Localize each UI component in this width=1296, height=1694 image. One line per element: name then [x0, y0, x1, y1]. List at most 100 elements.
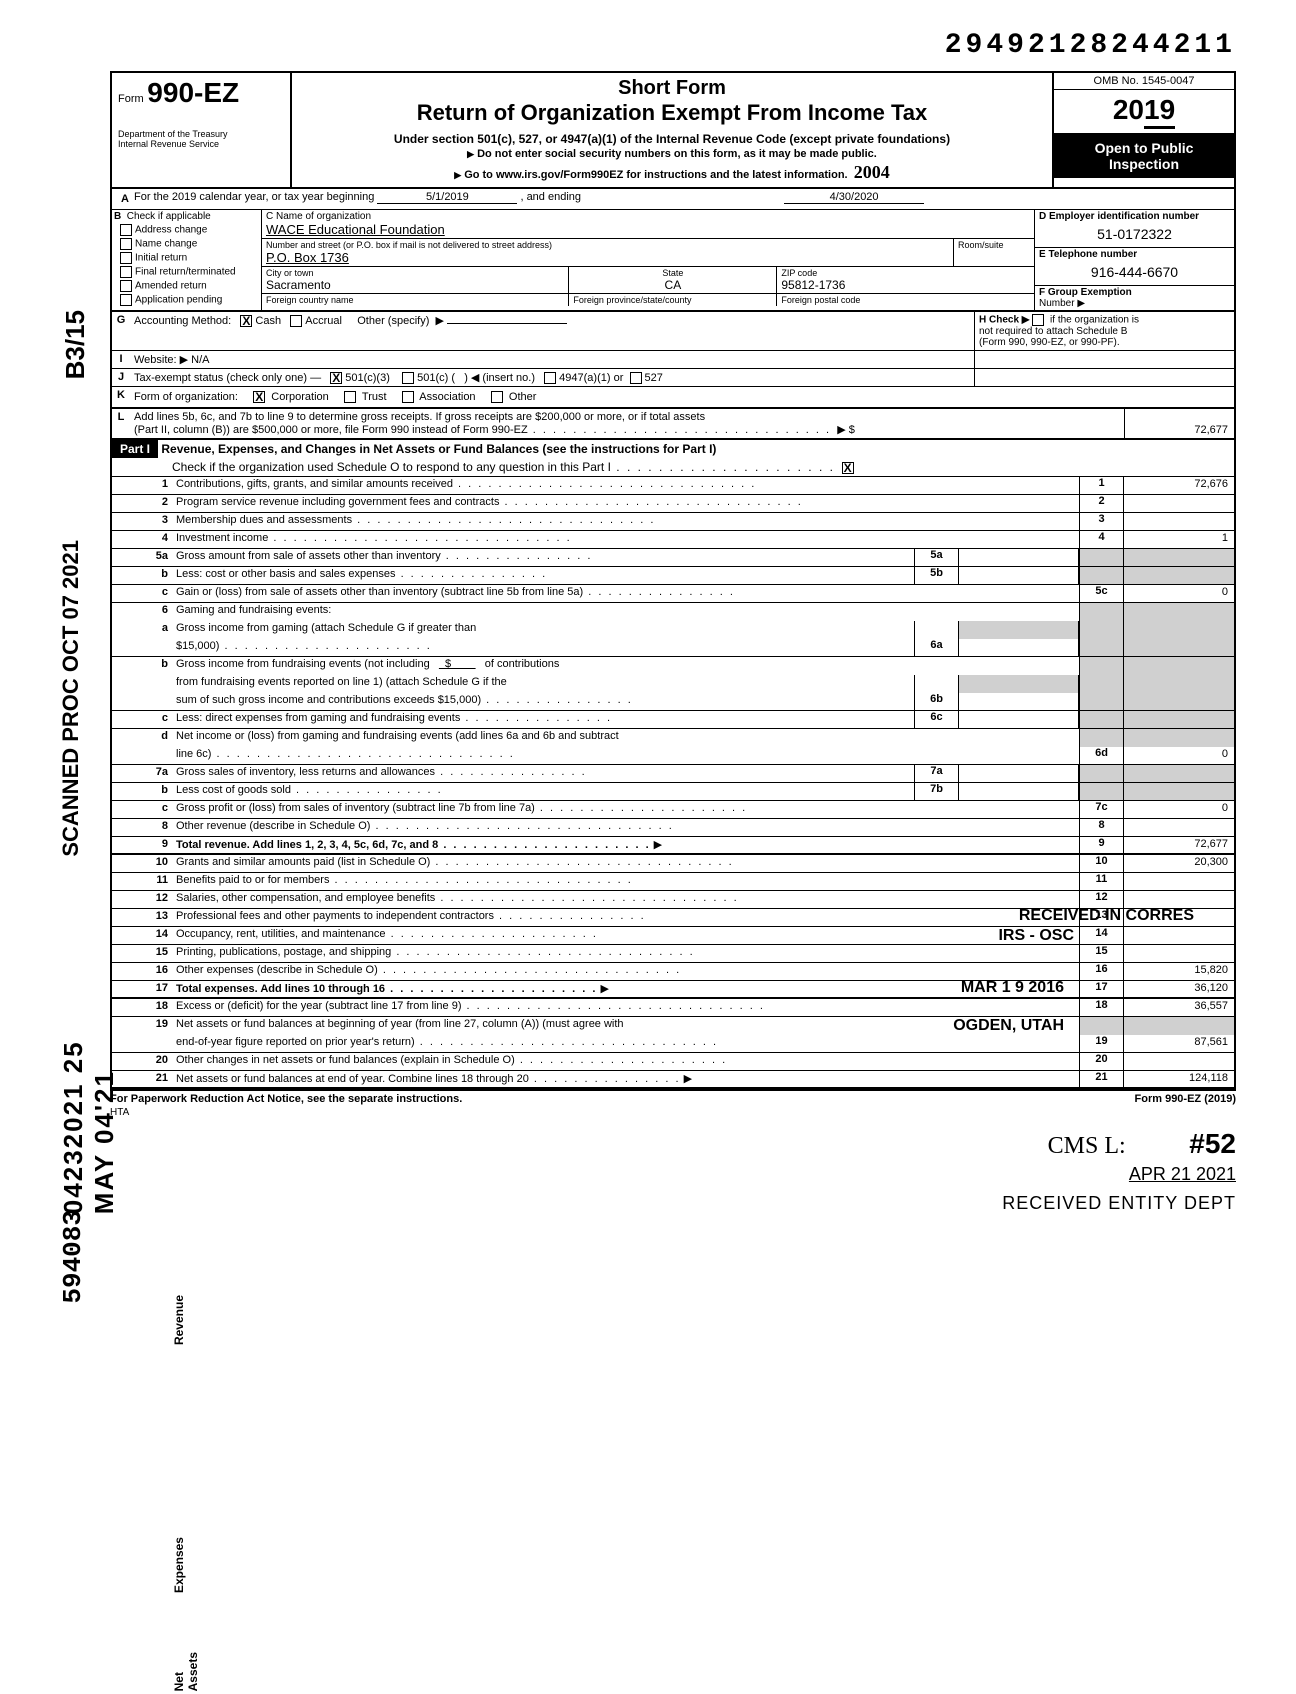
- cb-part1-scho[interactable]: [842, 462, 854, 474]
- ln12-rn: 12: [1079, 891, 1124, 908]
- ln5b-rv: [1124, 567, 1234, 584]
- ln21-rn: 21: [1079, 1071, 1124, 1087]
- ln7b-mv: [959, 783, 1079, 800]
- form-number: 990-EZ: [147, 77, 239, 108]
- ln14-num: 14: [112, 927, 172, 944]
- ln17-num: 17: [112, 981, 172, 997]
- side-bs: B3/15: [60, 310, 91, 379]
- ln6d-desc: Net income or (loss) from gaming and fun…: [172, 729, 1079, 747]
- cb-final[interactable]: [120, 266, 132, 278]
- org-name: WACE Educational Foundation: [266, 222, 1030, 237]
- ln6a-num: a: [112, 621, 172, 639]
- cb-trust[interactable]: [344, 391, 356, 403]
- accounting-method: Accounting Method:: [134, 315, 231, 327]
- opt-trust: Trust: [362, 391, 387, 403]
- cb-initial[interactable]: [120, 252, 132, 264]
- ln5a-num: 5a: [112, 549, 172, 566]
- ln5a-mn: 5a: [914, 549, 959, 566]
- scan-number: 29492128244211: [50, 30, 1236, 61]
- tax-year: 2019: [1054, 90, 1234, 134]
- cb-name-change[interactable]: [120, 238, 132, 250]
- cb-address-change[interactable]: [120, 224, 132, 236]
- ln6c-mn: 6c: [914, 711, 959, 728]
- ln6a-mv: [959, 639, 1079, 656]
- stamp-mar-date: MAR 1 9 2016: [961, 979, 1064, 997]
- ln15-desc: Printing, publications, postage, and shi…: [172, 945, 1079, 962]
- ln19-desc2: end-of-year figure reported on prior yea…: [172, 1035, 1079, 1052]
- ln7a-mv: [959, 765, 1079, 782]
- ln13-desc: Professional fees and other payments to …: [172, 909, 1079, 926]
- ln18-num: 18: [112, 999, 172, 1016]
- cb-corp[interactable]: [253, 391, 265, 403]
- ln19-rn: 19: [1079, 1035, 1124, 1052]
- ln5b-num: b: [112, 567, 172, 584]
- label-b: B: [114, 211, 121, 222]
- cb-other-org[interactable]: [491, 391, 503, 403]
- opt-initial: Initial return: [135, 253, 187, 264]
- hta: HTA: [110, 1107, 1236, 1118]
- state-label: State: [573, 268, 772, 278]
- opt-pending: Application pending: [135, 295, 222, 306]
- cb-amended[interactable]: [120, 280, 132, 292]
- form-title: Return of Organization Exempt From Incom…: [300, 100, 1044, 126]
- ln6a-desc2: $15,000): [172, 639, 914, 656]
- ln2-num: 2: [112, 495, 172, 512]
- cb-h-check[interactable]: [1032, 314, 1044, 326]
- foreign-country-label: Foreign country name: [262, 294, 569, 306]
- opt-501c: 501(c) (: [417, 372, 455, 384]
- ln8-val: [1124, 819, 1234, 836]
- ln5c-rn: 5c: [1079, 585, 1124, 602]
- ln11-rn: 11: [1079, 873, 1124, 890]
- ln9-rn: 9: [1079, 837, 1124, 853]
- ln11-val: [1124, 873, 1234, 890]
- ln16-val: 15,820: [1124, 963, 1234, 980]
- check-applicable: Check if applicable: [127, 211, 211, 222]
- ln3-desc: Membership dues and assessments: [172, 513, 1079, 530]
- line-l-text2: (Part II, column (B)) are $500,000 or mo…: [134, 424, 831, 436]
- zip-label: ZIP code: [781, 268, 1030, 278]
- ln21-desc: Net assets or fund balances at end of ye…: [176, 1073, 681, 1085]
- line-a-mid: , and ending: [520, 191, 581, 203]
- phone-value: 916-444-6670: [1039, 260, 1230, 284]
- cb-501c[interactable]: [402, 372, 414, 384]
- city-value: Sacramento: [266, 278, 564, 292]
- ln5b-rn: [1079, 567, 1124, 584]
- ln16-num: 16: [112, 963, 172, 980]
- ln11-num: 11: [112, 873, 172, 890]
- ln18-rn: 18: [1079, 999, 1124, 1016]
- ln7b-mn: 7b: [914, 783, 959, 800]
- ln9-desc: Total revenue. Add lines 1, 2, 3, 4, 5c,…: [176, 839, 651, 851]
- year-handwrite: 2004: [854, 162, 890, 182]
- label-i: I: [112, 351, 130, 368]
- side-bottom-num: 594083: [58, 1210, 88, 1304]
- cb-4947[interactable]: [544, 372, 556, 384]
- ln16-rn: 16: [1079, 963, 1124, 980]
- opt-other-specify: Other (specify): [357, 315, 429, 327]
- cb-501c3[interactable]: [330, 372, 342, 384]
- ln6-rv: [1124, 603, 1234, 621]
- ln7c-val: 0: [1124, 801, 1234, 818]
- ln20-num: 20: [112, 1053, 172, 1070]
- net-assets-label: Net Assets: [172, 1652, 200, 1691]
- ln16-desc: Other expenses (describe in Schedule O): [172, 963, 1079, 980]
- omb-number: OMB No. 1545-0047: [1054, 73, 1234, 90]
- ln6-num: 6: [112, 603, 172, 621]
- opt-final: Final return/terminated: [135, 267, 236, 278]
- dept-irs: Internal Revenue Service: [118, 139, 284, 149]
- opt-name: Name change: [135, 239, 197, 250]
- open-public-1: Open to Public: [1058, 140, 1230, 156]
- ln1-val: 72,676: [1124, 477, 1234, 494]
- cb-527[interactable]: [630, 372, 642, 384]
- cb-assoc[interactable]: [402, 391, 414, 403]
- ln3-rn: 3: [1079, 513, 1124, 530]
- subtitle-1: Under section 501(c), 527, or 4947(a)(1)…: [300, 132, 1044, 146]
- zip-value: 95812-1736: [781, 278, 1030, 292]
- cb-accrual[interactable]: [290, 315, 302, 327]
- cb-cash[interactable]: [240, 315, 252, 327]
- ln15-rn: 15: [1079, 945, 1124, 962]
- part1-check-text: Check if the organization used Schedule …: [172, 460, 835, 474]
- ln6b-desc2: from fundraising events reported on line…: [172, 675, 914, 693]
- ln7b-num: b: [112, 783, 172, 800]
- ln6d-val: 0: [1124, 747, 1234, 764]
- cb-pending[interactable]: [120, 294, 132, 306]
